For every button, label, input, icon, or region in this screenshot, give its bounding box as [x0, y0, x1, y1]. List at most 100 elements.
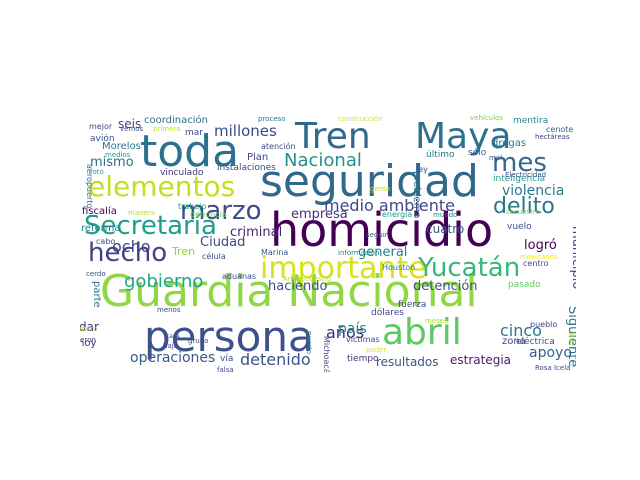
- cloud-word: denuncia: [190, 210, 227, 219]
- cloud-word: detención: [413, 279, 478, 294]
- cloud-word: eléctrica: [516, 336, 555, 347]
- cloud-word: ley: [416, 165, 428, 174]
- cloud-word: foto: [90, 168, 104, 176]
- cloud-word: general: [358, 245, 407, 260]
- cloud-word: medios: [105, 151, 131, 159]
- cloud-word: puerto: [305, 331, 313, 354]
- cloud-word: elementos: [88, 170, 235, 203]
- cloud-word: centro: [523, 259, 549, 268]
- cloud-word: baja: [163, 342, 178, 350]
- cloud-word: vinculado: [160, 168, 204, 178]
- cloud-word: logró: [524, 238, 557, 253]
- cloud-word: medio ambiente: [324, 196, 455, 215]
- cloud-word: resultados: [376, 355, 439, 369]
- cloud-word: gobierno: [124, 271, 203, 292]
- cloud-word: toda: [140, 126, 239, 177]
- cloud-word: coordinación: [144, 114, 208, 126]
- cloud-word: víctimas: [346, 335, 380, 344]
- cloud-word: trabajo: [178, 202, 207, 211]
- cloud-word: ocho: [112, 237, 151, 256]
- cloud-word: Michoacán: [322, 336, 331, 372]
- cloud-word: hicieron: [80, 336, 96, 344]
- cloud-word: mes: [492, 148, 547, 178]
- cloud-word: Antisecuestro: [283, 275, 331, 283]
- cloud-word: drogas: [492, 138, 526, 149]
- cloud-word: problema: [411, 171, 422, 219]
- cloud-word: hectáreas: [535, 133, 570, 141]
- cloud-word: pasado: [508, 280, 541, 290]
- cloud-word: fiscalía: [82, 205, 117, 217]
- cloud-word: cenote: [546, 125, 573, 134]
- cloud-word: mismo: [90, 155, 134, 170]
- cloud-word: José: [568, 330, 576, 345]
- cloud-word: persona: [144, 312, 314, 361]
- cloud-word: manera: [128, 209, 155, 217]
- cloud-word: Nacional: [284, 150, 362, 171]
- cloud-word: sólo: [468, 147, 487, 158]
- cloud-word: hoy: [80, 338, 96, 349]
- cloud-word: aduanas: [222, 272, 256, 281]
- cloud-word: primera: [153, 125, 181, 133]
- cloud-word: Houston: [382, 263, 415, 272]
- cloud-word: cuatro: [426, 222, 464, 236]
- cloud-word: empresa: [291, 207, 348, 222]
- cloud-word: falsa: [217, 366, 234, 372]
- cloud-word: cerdo: [86, 270, 106, 278]
- cloud-word: seguridad: [260, 156, 479, 207]
- cloud-word: criminal: [230, 225, 282, 240]
- cloud-word: proceso: [258, 115, 286, 123]
- cloud-word: poder: [366, 346, 386, 354]
- cloud-word: mexicanos: [520, 253, 558, 261]
- cloud-word: primero: [80, 325, 97, 333]
- cloud-word: cinco: [500, 321, 542, 340]
- cloud-word: apoyo: [529, 345, 572, 361]
- cloud-word: haciendo: [268, 279, 327, 294]
- cloud-word: Secretaría: [84, 211, 217, 241]
- cloud-word: mal: [489, 154, 502, 162]
- cloud-word: información: [338, 249, 380, 257]
- cloud-word: importante: [260, 251, 427, 286]
- cloud-word: mundo: [433, 211, 457, 219]
- cloud-word: operaciones: [130, 350, 215, 366]
- cloud-word: reforma: [81, 223, 121, 234]
- cloud-word: delito: [493, 194, 555, 219]
- cloud-word: atención: [261, 141, 296, 151]
- cloud-word: parte: [91, 281, 102, 308]
- cloud-word: vuelo: [507, 222, 532, 232]
- cloud-word: vemos: [120, 125, 144, 133]
- cloud-word: menos: [157, 306, 181, 314]
- cloud-word: meses: [425, 317, 448, 325]
- cloud-word: Ciudad: [200, 235, 245, 250]
- cloud-word: detenido: [240, 350, 311, 369]
- cloud-word: municipio: [569, 226, 576, 289]
- cloud-word: tiempo: [347, 354, 379, 364]
- cloud-word: avión: [90, 133, 115, 144]
- cloud-word: Morelos: [102, 141, 141, 152]
- cloud-word: marzo: [180, 196, 262, 226]
- cloud-word: seis: [118, 117, 141, 131]
- cloud-word: homicidio: [270, 203, 493, 257]
- word-cloud: Guardia Nacional persona homicidio segurida…: [80, 106, 576, 372]
- cloud-word: violencia: [502, 183, 564, 199]
- cloud-word: mentira: [513, 116, 548, 126]
- cloud-word: Rosa Icela: [535, 364, 570, 372]
- cloud-word: fuerza: [398, 300, 426, 310]
- cloud-word: vehículos: [470, 114, 503, 122]
- cloud-word: Yucatán: [417, 253, 520, 283]
- cloud-word: estrategia: [450, 353, 511, 367]
- cloud-word: inteligencia: [493, 174, 545, 184]
- cloud-word: casa: [166, 333, 180, 340]
- cloud-word: Electricidad: [505, 171, 546, 179]
- cloud-word: seguir: [366, 231, 388, 239]
- cloud-word: grupo: [188, 337, 208, 345]
- cloud-word: mejor: [89, 122, 113, 131]
- cloud-word: años: [326, 323, 364, 342]
- cloud-word: Guardia Nacional: [100, 266, 478, 317]
- cloud-word: aeropuerto: [85, 164, 94, 208]
- cloud-word: Maya: [415, 116, 512, 157]
- cloud-word: dólares: [371, 307, 404, 318]
- cloud-word: instalaciones: [217, 163, 276, 173]
- cloud-word: energía: [382, 210, 412, 219]
- cloud-word: cabo: [96, 237, 115, 246]
- cloud-word: millones: [214, 122, 277, 140]
